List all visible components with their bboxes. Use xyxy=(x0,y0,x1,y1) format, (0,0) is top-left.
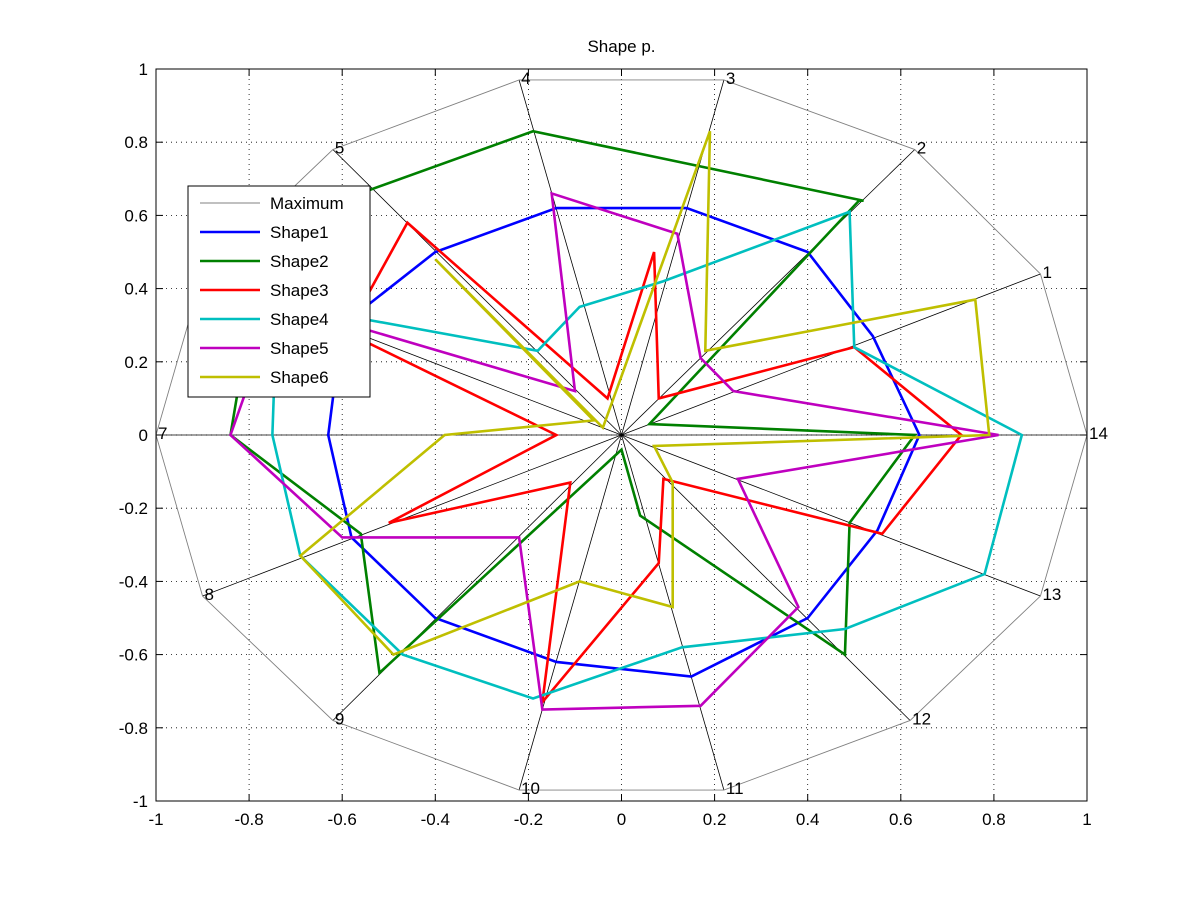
legend-label: Maximum xyxy=(270,194,344,213)
y-tick-label: 0.2 xyxy=(124,353,148,372)
chart-title: Shape p. xyxy=(587,37,655,56)
x-tick-label: -0.6 xyxy=(328,810,357,829)
x-tick-label: -0.4 xyxy=(421,810,450,829)
legend-label: Shape4 xyxy=(270,310,329,329)
series-shape5 xyxy=(228,191,999,711)
x-tick-label: 0.6 xyxy=(889,810,913,829)
spoke-label: 1 xyxy=(1042,263,1051,282)
x-tick-label: 0.2 xyxy=(703,810,727,829)
spoke-label: 8 xyxy=(205,585,214,604)
y-tick-label: 1 xyxy=(139,60,148,79)
x-tick-label: -0.2 xyxy=(514,810,543,829)
legend-label: Shape3 xyxy=(270,281,329,300)
spoke-label: 7 xyxy=(158,424,167,443)
series-shape6 xyxy=(298,130,991,657)
spoke-label: 10 xyxy=(521,779,540,798)
legend-label: Shape2 xyxy=(270,252,329,271)
spoke-line xyxy=(621,434,725,791)
spoke-label: 9 xyxy=(335,709,344,728)
spoke-label: 11 xyxy=(726,779,744,798)
y-tick-label: -0.6 xyxy=(119,646,148,665)
spoke-line xyxy=(621,149,916,436)
spoke-line xyxy=(202,434,622,597)
legend-box xyxy=(187,185,371,398)
x-tick-label: 1 xyxy=(1082,810,1091,829)
series-shape3 xyxy=(345,220,964,707)
spoke-line xyxy=(621,434,911,721)
spoke-label: 3 xyxy=(726,69,735,88)
series xyxy=(155,79,1088,791)
ticks: -1 -0.8 -0.6 -0.4 -0.2 0 0.2 0.4 0.6 0.8 1 -1 -0.8 -0… xyxy=(119,60,1092,829)
x-tick-label: 0.4 xyxy=(796,810,820,829)
spoke-label: 5 xyxy=(335,139,344,158)
legend-label: Shape6 xyxy=(270,368,329,387)
spoke-line xyxy=(518,79,622,436)
spoke-label: 4 xyxy=(521,69,530,88)
y-tick-label: -0.2 xyxy=(119,499,148,518)
spoke-line xyxy=(621,434,1041,597)
legend: Maximum Shape1 Shape2 Shape3 Shape4 Shape5 Sha… xyxy=(187,185,371,398)
y-tick-label: -1 xyxy=(133,792,148,811)
x-tick-label: 0 xyxy=(617,810,626,829)
y-tick-label: -0.8 xyxy=(119,719,148,738)
series-shape2 xyxy=(229,129,918,676)
axes-area: -1 -0.8 -0.6 -0.4 -0.2 0 0.2 0.4 0.6 0.8 1 -1 -0.8 -0… xyxy=(119,60,1108,829)
spoke-label: 2 xyxy=(917,139,926,158)
spoke-line xyxy=(518,434,622,791)
y-tick-label: 0.6 xyxy=(124,206,148,225)
y-tick-label: -0.4 xyxy=(119,572,148,591)
y-tick-label: 0 xyxy=(139,426,148,445)
x-tick-label: 0.8 xyxy=(982,810,1006,829)
spoke-label: 12 xyxy=(912,709,931,728)
legend-label: Shape1 xyxy=(270,223,329,242)
spoke-labels: 1234567891011121314 xyxy=(158,69,1108,798)
x-tick-label: -1 xyxy=(148,810,163,829)
maximum-outline xyxy=(155,79,1088,791)
spoke-label: 14 xyxy=(1089,424,1108,443)
y-tick-label: 0.4 xyxy=(124,280,148,299)
spoke-label: 13 xyxy=(1042,585,1061,604)
y-tick-label: 0.8 xyxy=(124,133,148,152)
legend-label: Shape5 xyxy=(270,339,329,358)
x-tick-label: -0.8 xyxy=(234,810,263,829)
